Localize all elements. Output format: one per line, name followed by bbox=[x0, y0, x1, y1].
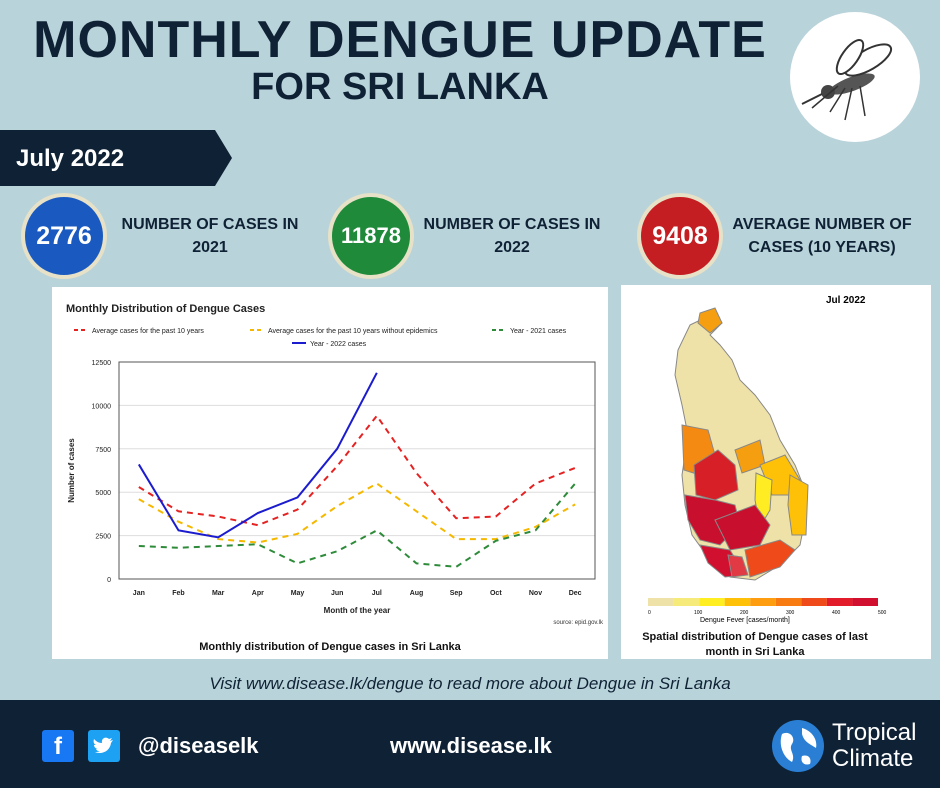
series-line-2 bbox=[138, 482, 576, 568]
legend-color-bin bbox=[699, 598, 725, 606]
stat-2021-circle: 2776 bbox=[21, 193, 107, 279]
legend-color-bin bbox=[801, 598, 827, 606]
stat-2021-label: NUMBER OF CASES IN 2021 bbox=[121, 216, 299, 256]
x-axis-label: Month of the year bbox=[324, 606, 391, 615]
legend-entry: Average cases for the past 10 years bbox=[92, 328, 204, 335]
map-legend-title: Dengue Fever [cases/month] bbox=[700, 617, 790, 624]
legend-color-bin bbox=[775, 598, 802, 606]
x-tick-label: Dec bbox=[569, 590, 582, 597]
period-label: July 2022 bbox=[16, 145, 125, 172]
x-tick-label: Apr bbox=[252, 590, 264, 597]
stat-avg-circle: 9408 bbox=[637, 193, 723, 279]
legend-entry: Year - 2022 cases bbox=[310, 341, 367, 348]
stat-2022-circle: 11878 bbox=[328, 193, 414, 279]
legend-color-bin bbox=[724, 598, 751, 606]
legend-tick-label: 100 bbox=[694, 610, 703, 616]
y-tick-label: 12500 bbox=[92, 360, 112, 367]
legend-color-bin bbox=[750, 598, 776, 606]
visit-link-text[interactable]: Visit www.disease.lk/dengue to read more… bbox=[209, 674, 731, 693]
y-tick-label: 7500 bbox=[95, 447, 111, 454]
sri-lanka-map bbox=[674, 307, 809, 581]
x-tick-label: May bbox=[291, 590, 305, 597]
legend-tick-label: 500 bbox=[878, 610, 887, 616]
brand-name-line2: Climate bbox=[832, 745, 914, 772]
x-tick-label: Jun bbox=[331, 590, 343, 597]
y-tick-label: 5000 bbox=[95, 490, 111, 497]
legend-color-bin bbox=[648, 598, 674, 606]
y-tick-label: 10000 bbox=[92, 403, 112, 410]
y-axis-label: Number of cases bbox=[67, 438, 76, 503]
series-line-0 bbox=[138, 414, 576, 527]
social-handle[interactable]: @diseaselk bbox=[138, 733, 259, 758]
stat-2022-label: NUMBER OF CASES IN 2022 bbox=[423, 216, 601, 256]
x-tick-label: Oct bbox=[490, 590, 502, 597]
series-line-3 bbox=[137, 372, 378, 539]
mosquito-icon bbox=[790, 12, 920, 142]
brand-name-line1: Tropical bbox=[832, 719, 917, 746]
map-caption: Spatial distribution of Dengue cases of … bbox=[642, 631, 868, 658]
chart-caption: Monthly distribution of Dengue cases in … bbox=[199, 641, 461, 653]
page-subtitle: FOR SRI LANKA bbox=[251, 66, 549, 108]
x-tick-label: Nov bbox=[529, 590, 542, 597]
legend-tick-label: 0 bbox=[648, 610, 651, 616]
globe-icon bbox=[772, 720, 824, 772]
legend-entry: Average cases for the past 10 years with… bbox=[268, 328, 438, 335]
y-tick-label: 2500 bbox=[95, 534, 111, 541]
website-link[interactable]: www.disease.lk bbox=[390, 733, 552, 758]
map-legend: 0 100 200 300 400 500 bbox=[648, 598, 887, 616]
legend-color-bin bbox=[852, 598, 878, 606]
x-tick-label: Jan bbox=[133, 590, 145, 597]
x-tick-label: Aug bbox=[410, 590, 424, 597]
legend-tick-label: 200 bbox=[740, 610, 749, 616]
y-tick-label: 0 bbox=[107, 577, 111, 584]
period-banner bbox=[0, 130, 232, 186]
twitter-icon[interactable] bbox=[88, 730, 120, 762]
legend-entry: Year - 2021 cases bbox=[510, 328, 567, 335]
legend-tick-label: 300 bbox=[786, 610, 795, 616]
x-tick-label: Sep bbox=[450, 590, 463, 597]
facebook-icon[interactable]: f bbox=[42, 730, 74, 762]
plot-frame bbox=[118, 361, 596, 580]
line-chart: 0 2500 5000 7500 10000 12500 Jan Feb Mar Apr May Ju… bbox=[67, 328, 604, 626]
page-title: MONTHLY DENGUE UPDATE bbox=[33, 11, 767, 69]
chart-title: Monthly Distribution of Dengue Cases bbox=[66, 303, 266, 315]
legend-color-bin bbox=[826, 598, 853, 606]
x-tick-label: Feb bbox=[172, 590, 184, 597]
legend-tick-label: 400 bbox=[832, 610, 841, 616]
legend-color-bin bbox=[673, 598, 700, 606]
stat-avg-label: AVERAGE NUMBER OF CASES (10 YEARS) bbox=[732, 216, 912, 256]
chart-source: source: epid.gov.lk bbox=[553, 620, 604, 626]
x-tick-label: Jul bbox=[372, 590, 382, 597]
map-date-label: Jul 2022 bbox=[826, 295, 866, 306]
x-tick-label: Mar bbox=[212, 590, 225, 597]
